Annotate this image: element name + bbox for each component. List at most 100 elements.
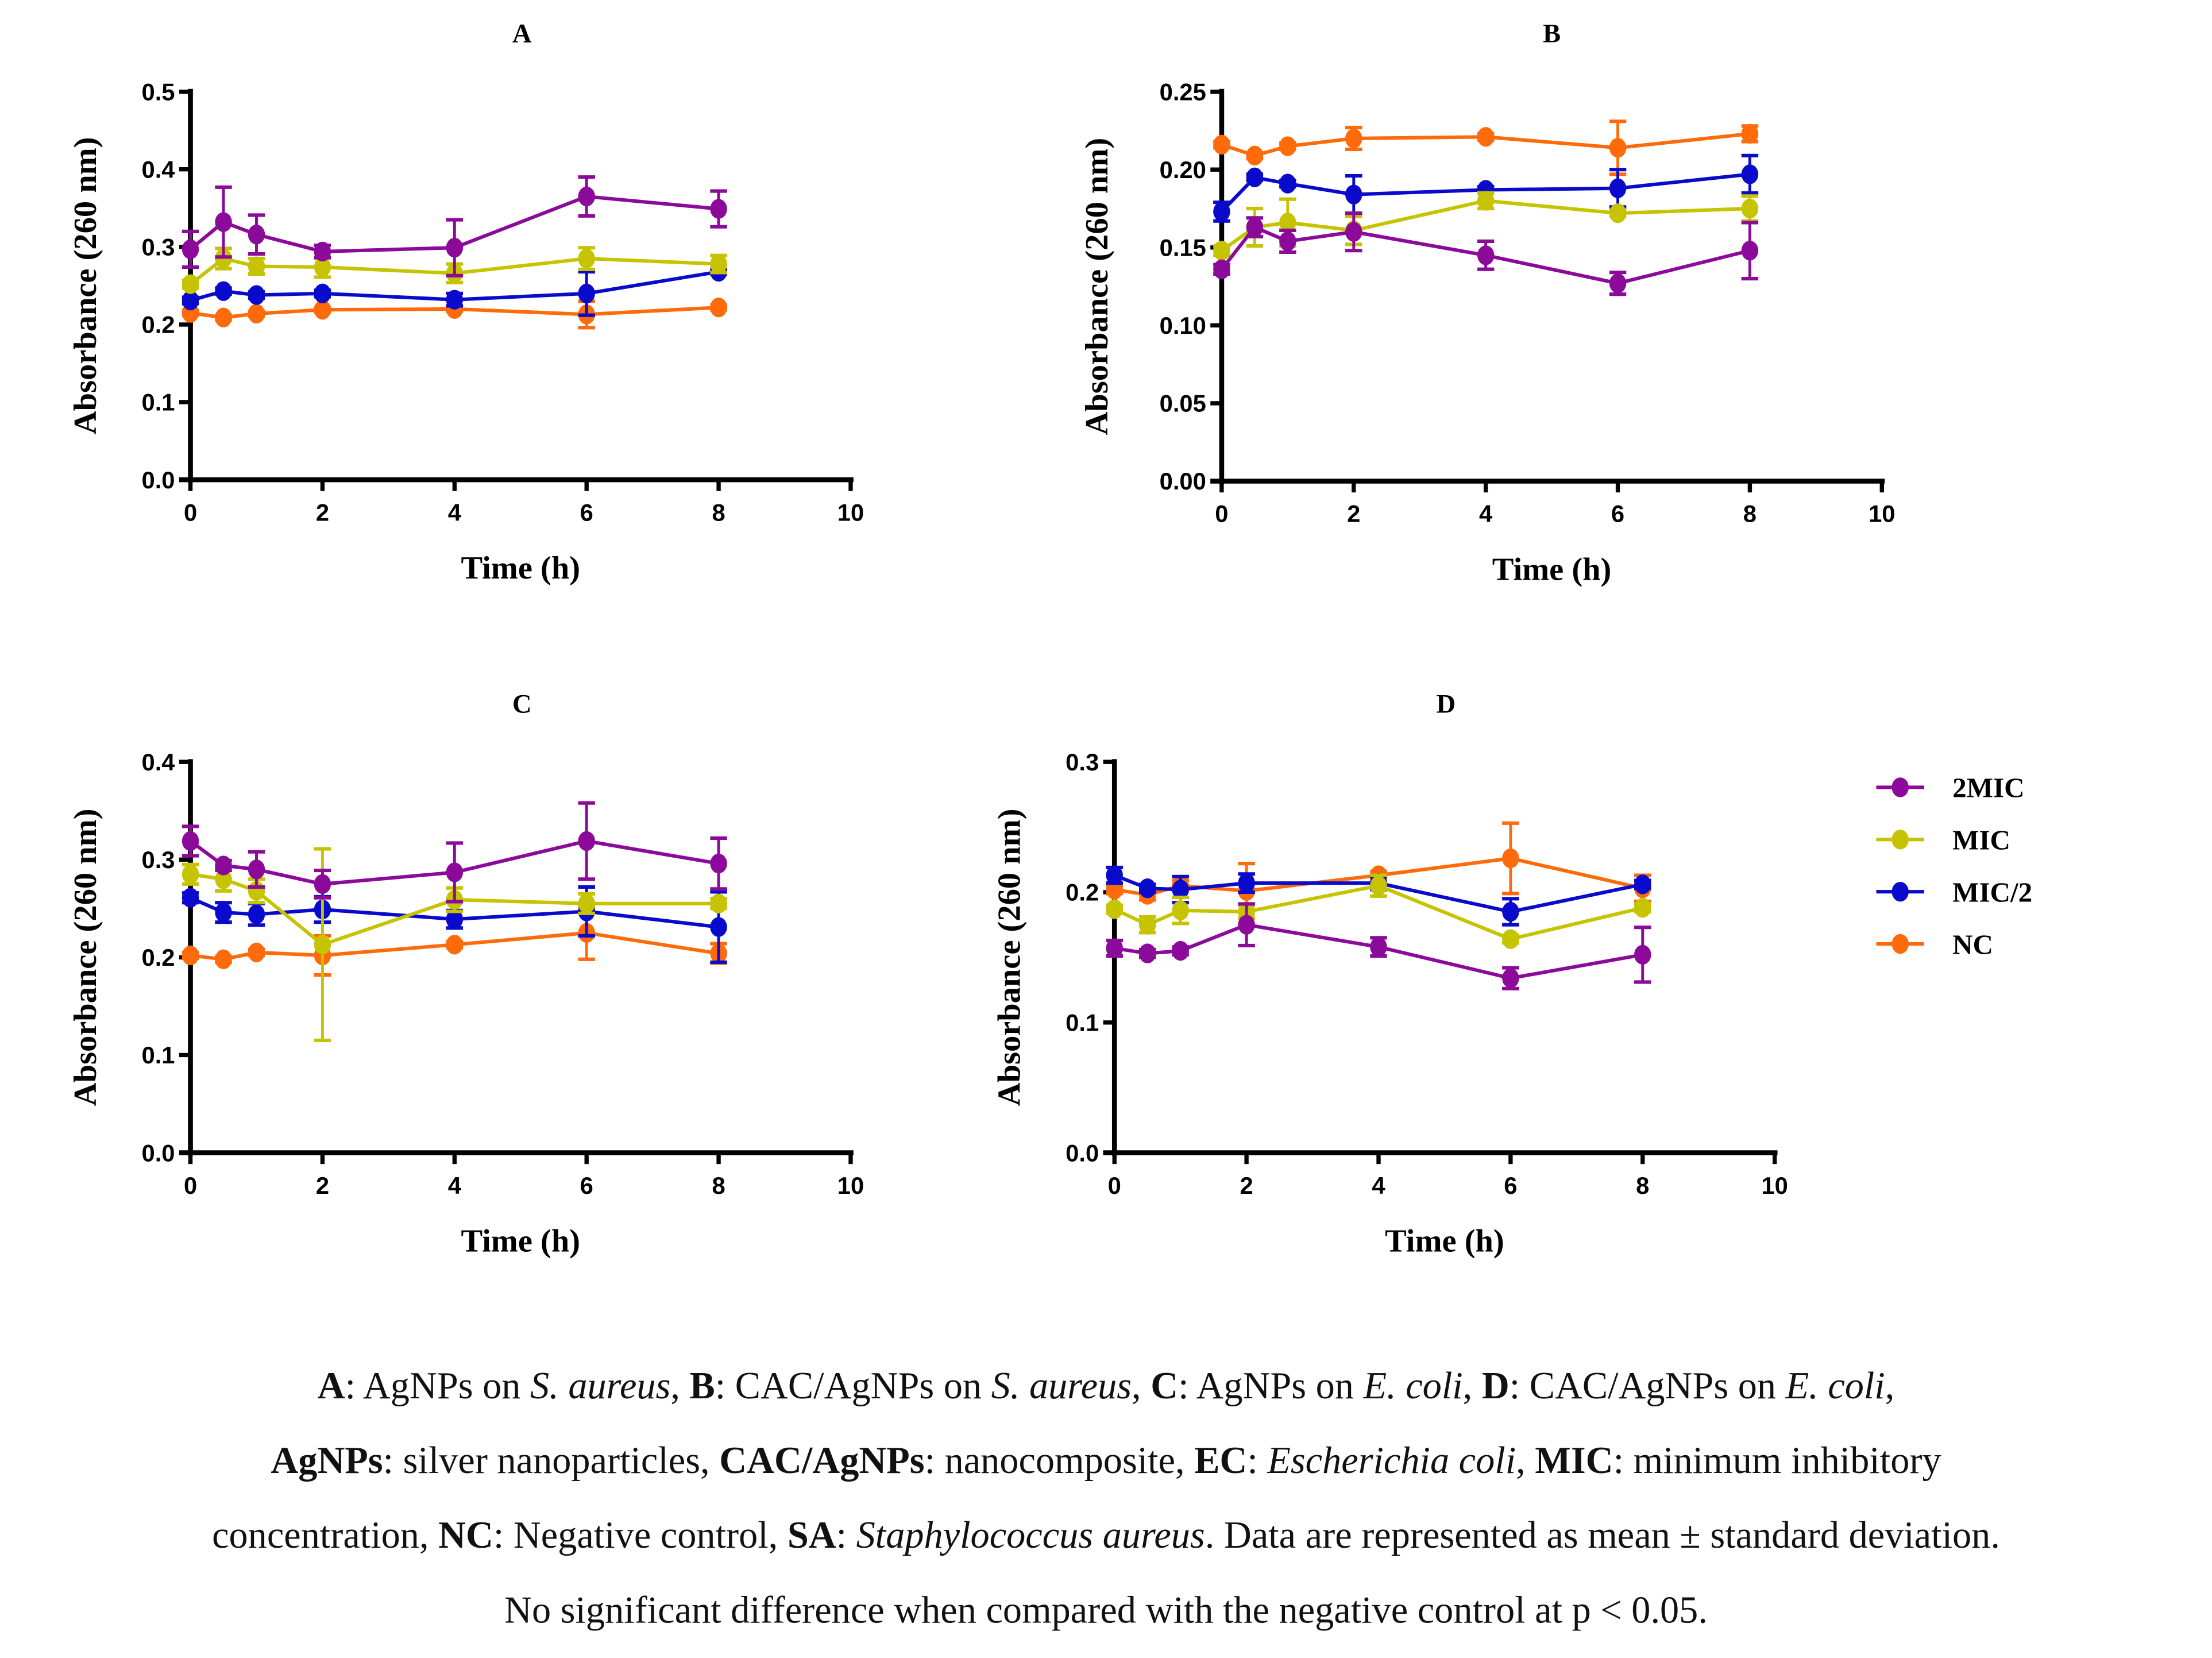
y-tick-label: 0.2 bbox=[141, 944, 175, 971]
caption-term: EC bbox=[1194, 1439, 1248, 1482]
x-tick-label: 8 bbox=[1636, 1172, 1649, 1199]
data-point bbox=[215, 307, 232, 327]
caption-species: E. coli bbox=[1363, 1364, 1463, 1407]
x-tick-label: 4 bbox=[448, 1172, 461, 1199]
data-point bbox=[1238, 915, 1255, 935]
data-point bbox=[1609, 273, 1627, 294]
data-point bbox=[248, 942, 265, 963]
data-point bbox=[446, 909, 464, 930]
chart-title: A bbox=[512, 19, 532, 49]
data-point bbox=[314, 874, 331, 894]
data-point bbox=[1213, 202, 1230, 222]
chart-title: B bbox=[1543, 19, 1561, 49]
caption-line: No significant difference when compared … bbox=[0, 1588, 2212, 1632]
data-point bbox=[1345, 222, 1362, 242]
data-point bbox=[1279, 136, 1296, 156]
data-point bbox=[710, 893, 727, 914]
data-point bbox=[248, 224, 265, 245]
caption-text: : bbox=[1247, 1439, 1268, 1482]
y-tick-label: 0.0 bbox=[141, 1139, 175, 1166]
data-point bbox=[1634, 874, 1651, 894]
legend-item: MIC/2 bbox=[1876, 876, 2032, 908]
data-point bbox=[578, 248, 595, 269]
data-point bbox=[578, 186, 595, 207]
series-mic-2 bbox=[182, 261, 727, 317]
data-point bbox=[1477, 245, 1495, 265]
caption-text: , bbox=[1132, 1364, 1151, 1407]
legend-item: MIC bbox=[1876, 824, 2010, 856]
y-tick-label: 0.00 bbox=[1160, 468, 1206, 495]
y-tick-label: 0.05 bbox=[1160, 390, 1206, 417]
caption-text: : CAC/AgNPs on bbox=[1509, 1364, 1786, 1407]
y-axis-label: Absorbance (260 nm) bbox=[68, 809, 103, 1106]
y-axis-label: Absorbance (260 nm) bbox=[68, 137, 103, 435]
legend-label: NC bbox=[1952, 928, 1993, 960]
legend-label: 2MIC bbox=[1952, 772, 2024, 804]
data-point bbox=[182, 239, 199, 260]
y-tick-label: 0.0 bbox=[1066, 1139, 1099, 1166]
x-tick-label: 2 bbox=[1240, 1172, 1253, 1199]
y-tick-label: 0.2 bbox=[1066, 879, 1099, 906]
data-point bbox=[1172, 940, 1189, 961]
data-point bbox=[710, 853, 727, 874]
data-point bbox=[1741, 124, 1759, 144]
caption-term: CAC/AgNPs bbox=[719, 1439, 925, 1482]
x-tick-label: 6 bbox=[1504, 1172, 1517, 1199]
data-point bbox=[1609, 203, 1627, 223]
data-point bbox=[1246, 217, 1264, 237]
series-mic-2 bbox=[1213, 153, 1759, 223]
chart-title: C bbox=[512, 689, 532, 719]
data-point bbox=[1138, 915, 1156, 935]
x-tick-label: 6 bbox=[580, 1172, 593, 1199]
caption-term: D bbox=[1481, 1364, 1510, 1407]
y-tick-label: 0.4 bbox=[141, 156, 175, 183]
series-2mic bbox=[1213, 211, 1759, 296]
caption-term: C bbox=[1151, 1364, 1179, 1407]
x-tick-label: 4 bbox=[448, 499, 461, 526]
legend-marker bbox=[1891, 830, 1909, 850]
caption-species: Escherichia coli bbox=[1267, 1439, 1516, 1482]
data-point bbox=[1238, 873, 1255, 893]
caption-text: : silver nanoparticles, bbox=[383, 1439, 720, 1482]
caption-term: B bbox=[689, 1364, 715, 1407]
chart-panel-B: B 0.00 0.05 0.10 0.15 0.20 0.25 0 2 4 6 8 10 Time (h)… bbox=[1079, 19, 1896, 588]
x-tick-label: 8 bbox=[712, 499, 725, 526]
legend: 2MIC MIC MIC/2 NC bbox=[1876, 772, 2032, 960]
data-point bbox=[1741, 198, 1759, 219]
y-axis-label: Absorbance (260 nm) bbox=[992, 809, 1028, 1106]
x-tick-label: 10 bbox=[1761, 1172, 1788, 1199]
data-point bbox=[1138, 878, 1156, 899]
series-mic bbox=[182, 847, 727, 1043]
data-point bbox=[1634, 898, 1651, 918]
x-tick-label: 0 bbox=[1108, 1172, 1121, 1199]
caption-line: A: AgNPs on S. aureus, B: CAC/AgNPs on S… bbox=[0, 1364, 2212, 1408]
caption-text: . Data are represented as mean ± standar… bbox=[1205, 1514, 2000, 1556]
data-point bbox=[710, 917, 727, 937]
caption-text: : nanocomposite, bbox=[924, 1439, 1195, 1482]
x-axis-label: Time (h) bbox=[461, 1223, 580, 1259]
data-point bbox=[1370, 876, 1387, 896]
legend-label: MIC/2 bbox=[1952, 876, 2032, 908]
data-point bbox=[1138, 943, 1156, 963]
data-point bbox=[314, 300, 331, 320]
data-point bbox=[248, 303, 265, 324]
data-point bbox=[314, 935, 331, 955]
x-tick-label: 2 bbox=[1347, 500, 1360, 527]
y-tick-label: 0.20 bbox=[1160, 156, 1206, 183]
caption-text: : CAC/AgNPs on bbox=[715, 1364, 991, 1407]
y-tick-label: 0.15 bbox=[1160, 234, 1206, 261]
caption-species: S. aureus bbox=[991, 1364, 1132, 1407]
data-point bbox=[1609, 178, 1627, 198]
data-point bbox=[710, 254, 727, 274]
legend-item: 2MIC bbox=[1876, 772, 2025, 804]
data-point bbox=[578, 893, 595, 914]
x-axis-label: Time (h) bbox=[1492, 552, 1612, 587]
data-point bbox=[215, 949, 232, 969]
y-tick-label: 0.3 bbox=[141, 234, 175, 261]
caption-species: Staphylococcus aureus bbox=[856, 1514, 1205, 1556]
data-point bbox=[1106, 938, 1123, 958]
caption-text: : AgNPs on bbox=[1178, 1364, 1364, 1407]
data-point bbox=[215, 212, 232, 232]
